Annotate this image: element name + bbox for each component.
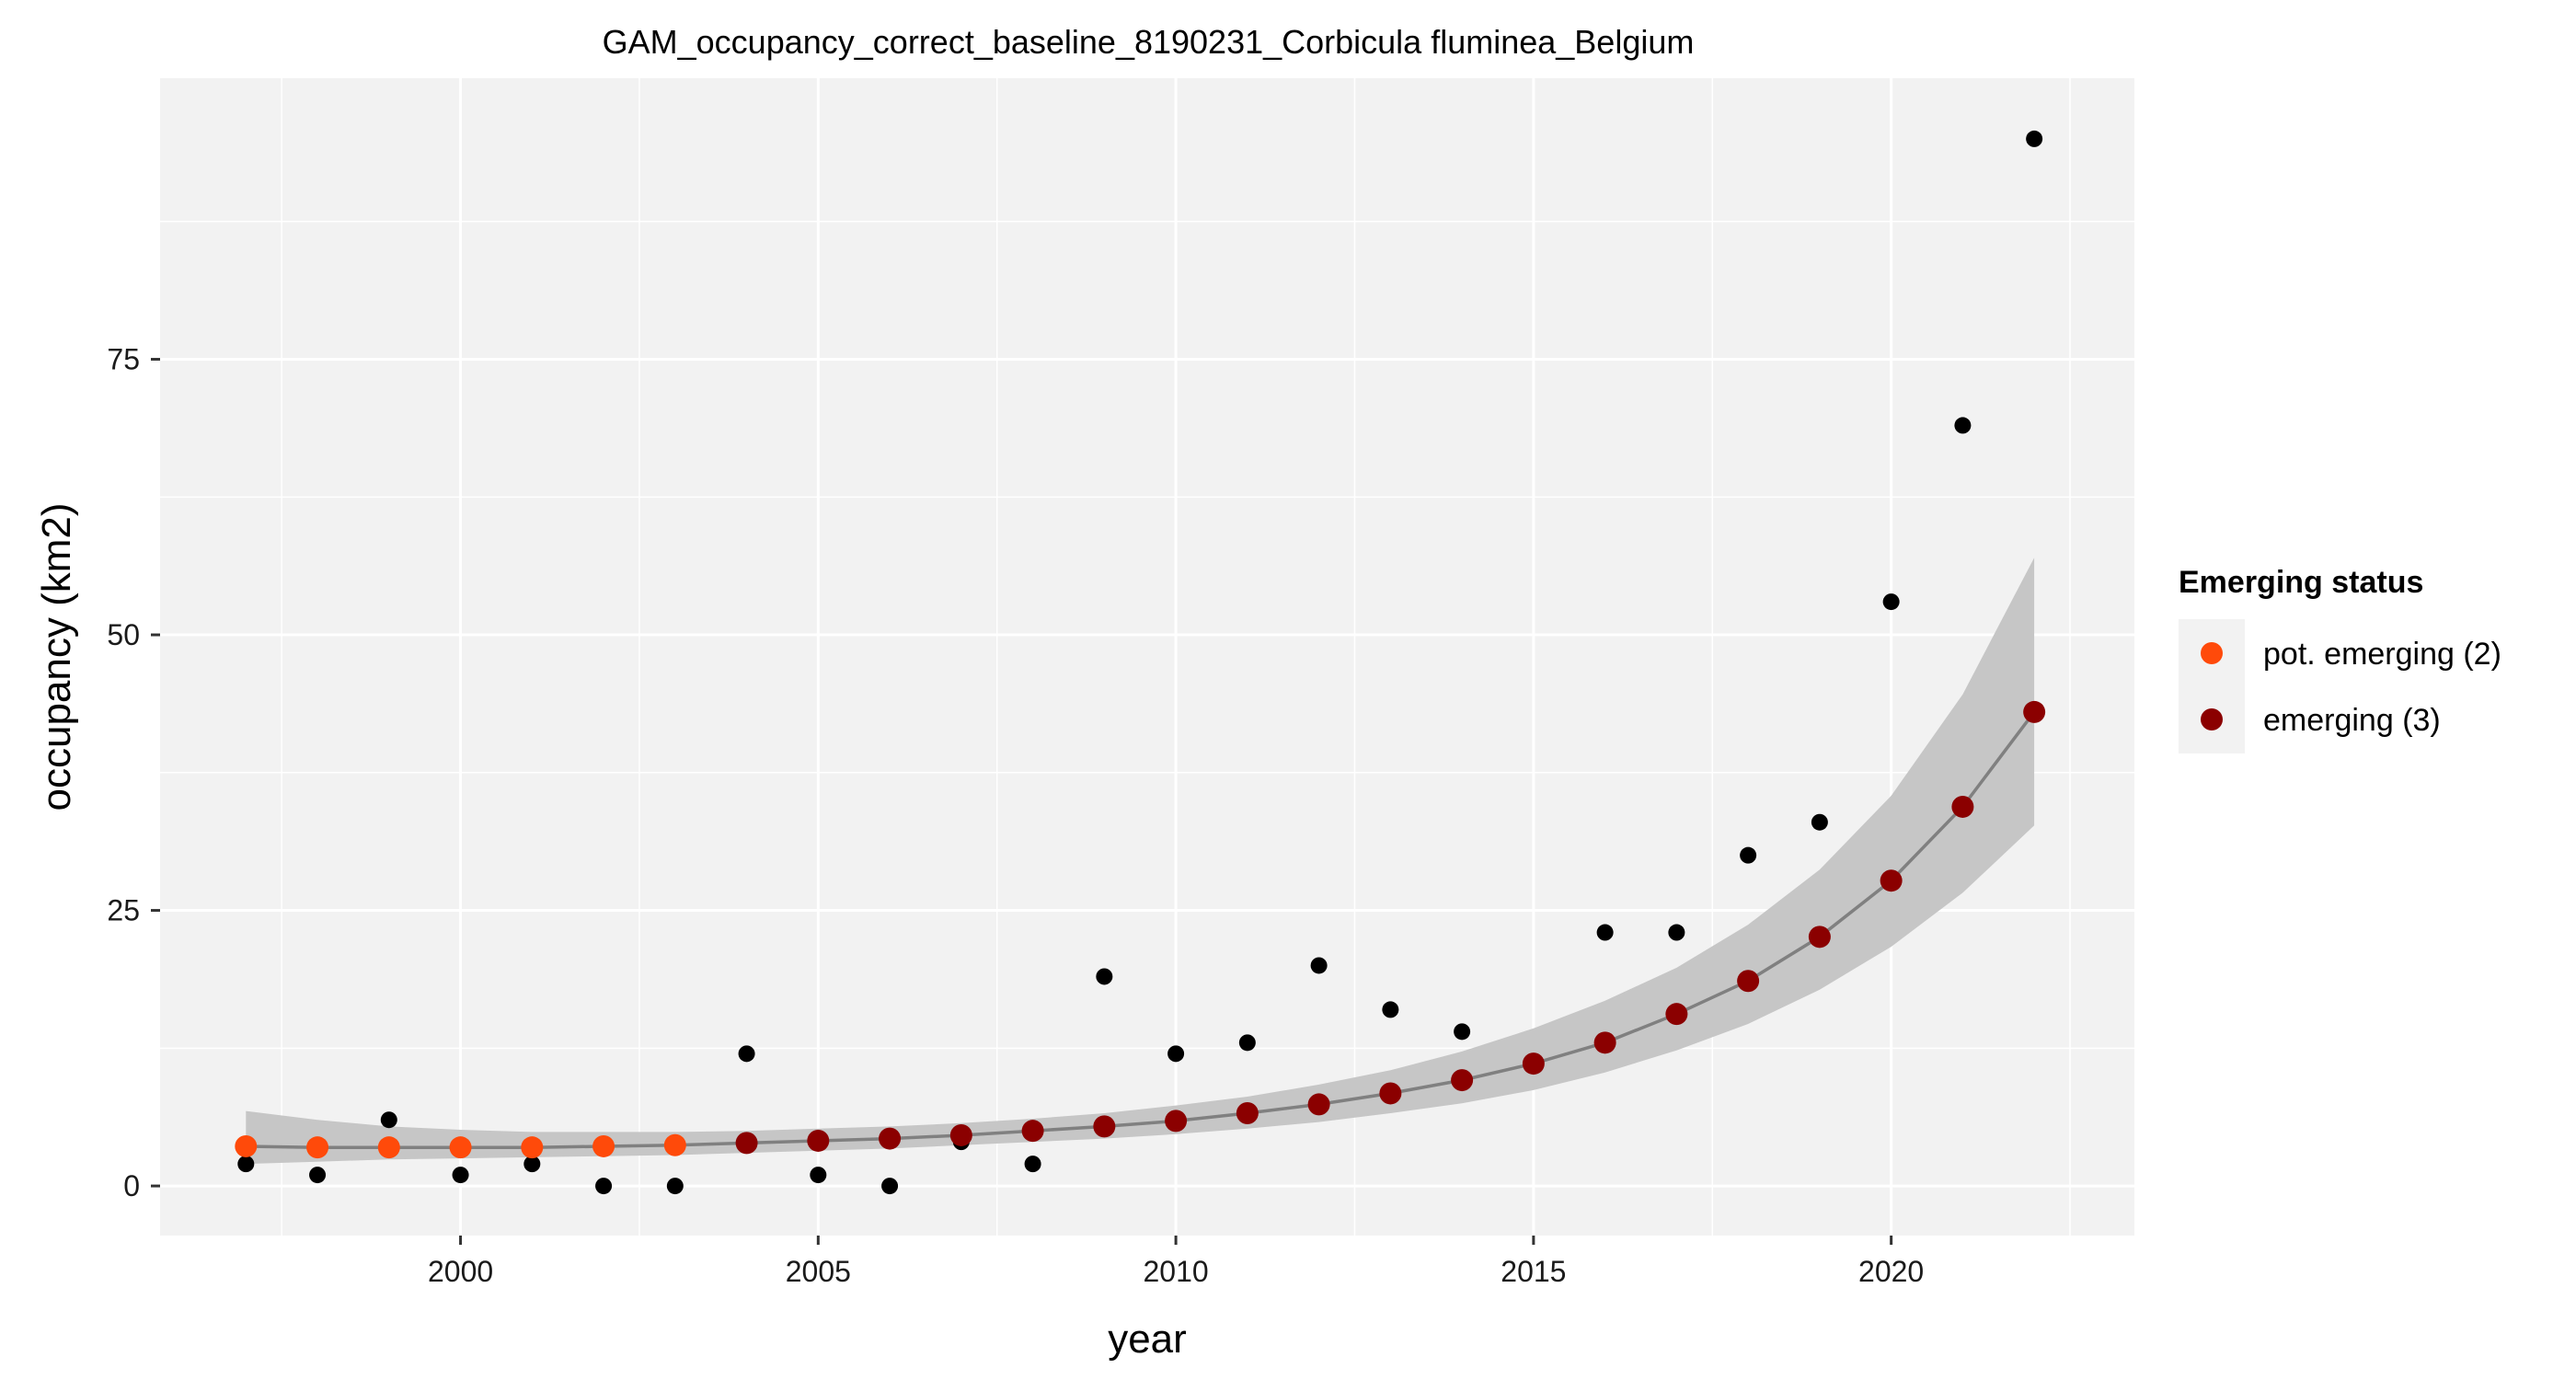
legend: Emerging status pot. emerging (2) emergin…: [2179, 565, 2501, 753]
observed-point: [2026, 130, 2043, 147]
x-tick-label: 2000: [428, 1255, 493, 1288]
fitted-point-pot-emerging: [663, 1133, 686, 1156]
fitted-point-emerging: [879, 1127, 902, 1150]
observed-point: [595, 1178, 613, 1195]
fitted-point-emerging: [1593, 1031, 1616, 1054]
x-tick-label: 2015: [1501, 1255, 1566, 1288]
fitted-point-emerging: [1665, 1003, 1688, 1026]
observed-point: [1454, 1023, 1471, 1041]
fitted-point-pot-emerging: [592, 1134, 615, 1157]
legend-key-background: [2179, 619, 2245, 753]
confidence-band-layer: [246, 558, 2035, 1165]
observed-point: [1096, 968, 1113, 985]
x-tick-label: 2005: [786, 1255, 851, 1288]
observed-point: [309, 1167, 327, 1184]
observed-point: [523, 1156, 541, 1173]
fitted-point-emerging: [949, 1123, 972, 1146]
fitted-point-emerging: [2023, 700, 2046, 723]
observed-point: [452, 1167, 469, 1184]
y-axis: 0 25 50 75: [107, 343, 160, 1202]
y-axis-title: occupancy (km2): [34, 502, 79, 811]
fitted-point-emerging: [1808, 926, 1831, 949]
fitted-point-emerging: [735, 1132, 758, 1155]
x-axis-title: year: [1108, 1317, 1187, 1362]
fitted-point-pot-emerging: [521, 1136, 544, 1159]
fitted-line: [246, 710, 2036, 1149]
confidence-band: [246, 558, 2035, 1165]
x-tick-label: 2020: [1858, 1255, 1924, 1288]
fitted-point-pot-emerging: [377, 1136, 400, 1159]
minor-gridlines: [160, 78, 2134, 1236]
plot-panel: [160, 78, 2134, 1236]
legend-title: Emerging status: [2179, 565, 2423, 600]
observed-point: [1811, 813, 1828, 831]
fitted-point-emerging: [1522, 1052, 1545, 1075]
legend-label-1: emerging (3): [2263, 703, 2441, 738]
fitted-point-emerging: [1880, 869, 1903, 892]
observed-point: [810, 1167, 827, 1184]
fitted-point-emerging: [1236, 1102, 1259, 1125]
y-tick-label: 25: [107, 894, 140, 927]
x-tick-label: 2010: [1144, 1255, 1209, 1288]
fitted-point-pot-emerging: [306, 1136, 329, 1159]
fitted-line-layer: [246, 710, 2036, 1149]
observed-point: [1238, 1034, 1256, 1052]
chart-title: GAM_occupancy_correct_baseline_8190231_C…: [603, 23, 1695, 61]
observed-point: [1954, 417, 1972, 434]
observed-point: [1382, 1001, 1399, 1018]
fitted-point-emerging: [1379, 1082, 1402, 1105]
observed-point: [1596, 924, 1614, 941]
fitted-point-emerging: [1093, 1115, 1116, 1138]
observed-point: [1167, 1045, 1185, 1063]
fitted-point-emerging: [807, 1129, 830, 1152]
y-tick-label: 0: [123, 1169, 140, 1202]
fitted-point-emerging: [1951, 795, 1974, 818]
fitted-point-emerging: [1021, 1120, 1044, 1143]
fitted-point-emerging: [1451, 1069, 1474, 1092]
observed-point: [1310, 957, 1328, 974]
observed-point: [1024, 1156, 1041, 1173]
fitted-point-pot-emerging: [235, 1134, 258, 1157]
fitted-point-emerging: [1737, 970, 1760, 993]
observed-point: [380, 1111, 397, 1129]
legend-key-1: [2201, 708, 2223, 730]
observed-point: [1882, 593, 1900, 611]
fitted-point-pot-emerging: [449, 1136, 472, 1159]
observed-point: [1668, 924, 1685, 941]
legend-entries: pot. emerging (2) emerging (3): [2201, 637, 2501, 738]
legend-key-0: [2201, 642, 2223, 664]
observed-point: [738, 1045, 755, 1063]
observed-point: [881, 1178, 899, 1195]
observed-point: [237, 1156, 255, 1173]
y-tick-label: 50: [107, 618, 140, 651]
fitted-point-emerging: [1307, 1093, 1330, 1116]
observed-point: [666, 1178, 684, 1195]
legend-label-0: pot. emerging (2): [2263, 637, 2501, 672]
fitted-points-layer: [235, 700, 2046, 1159]
x-axis: 2000 2005 2010 2015 2020: [428, 1236, 1924, 1288]
y-tick-label: 75: [107, 343, 140, 376]
fitted-point-emerging: [1165, 1110, 1188, 1133]
observed-point: [1740, 846, 1757, 864]
